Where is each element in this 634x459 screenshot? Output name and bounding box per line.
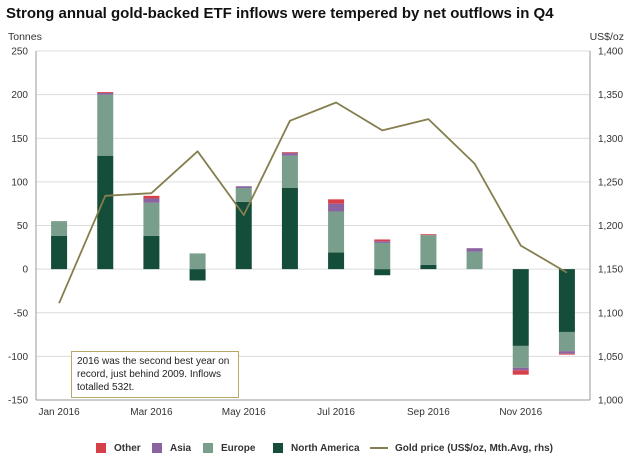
left-axis-unit: Tonnes <box>8 31 42 43</box>
bar-europe <box>51 221 68 236</box>
bar-other <box>143 195 160 199</box>
legend-label-gold-price: Gold price (US$/oz, Mth.Avg, rhs) <box>395 442 553 454</box>
bar-north-america <box>512 269 529 346</box>
bar-europe <box>466 251 483 270</box>
bar-north-america <box>374 269 391 276</box>
y-right-tick-label: 1,250 <box>598 177 623 188</box>
legend-label-north-america: North America <box>291 442 360 454</box>
legend-label-other: Other <box>114 442 141 454</box>
bar-asia <box>235 186 252 188</box>
bar-other <box>328 199 345 204</box>
gold-price-line <box>58 101 568 304</box>
x-tick-label: Mar 2016 <box>130 407 173 418</box>
bar-europe <box>328 211 345 253</box>
legend-swatch-north-america <box>273 443 283 453</box>
bar-asia <box>281 153 298 156</box>
y-left-tick-label: 0 <box>22 265 28 276</box>
y-right-tick-label: 1,400 <box>598 47 623 58</box>
legend-swatch-gold-price <box>370 447 388 449</box>
bar-europe <box>235 187 252 202</box>
bar-asia <box>466 248 483 252</box>
x-tick-label: Sep 2016 <box>407 407 450 418</box>
axes: 250 200 150 100 50 0 -50 -100 -150 1,400 1,350 1,30… <box>8 47 623 419</box>
y-right-tick-label: 1,000 <box>598 396 623 407</box>
bar-north-america <box>420 264 437 270</box>
y-right-tick-label: 1,150 <box>598 265 623 276</box>
bar-north-america <box>235 201 252 270</box>
bar-other <box>512 370 529 375</box>
bar-north-america <box>281 187 298 270</box>
bar-asia <box>558 351 575 354</box>
y-left-tick-label: -150 <box>8 396 28 407</box>
legend-item-asia: Asia <box>152 440 191 456</box>
y-right-tick-label: 1,050 <box>598 352 623 363</box>
annotation-box: 2016 was the second best year on record,… <box>71 351 239 398</box>
bar-asia <box>374 241 391 243</box>
x-tick-label: May 2016 <box>222 407 266 418</box>
y-left-tick-label: 200 <box>11 90 28 101</box>
y-right-tick-label: 1,350 <box>598 90 623 101</box>
legend: Other Asia Europe North America Gold pri… <box>0 440 634 456</box>
legend-swatch-europe <box>203 443 213 453</box>
bar-europe <box>420 235 437 265</box>
bar-stacks <box>51 92 575 375</box>
chart-plot: 250 200 150 100 50 0 -50 -100 -150 1,400 1,350 1,30… <box>8 47 623 419</box>
legend-label-europe: Europe <box>221 442 256 454</box>
right-axis-unit: US$/oz <box>589 31 624 43</box>
chart-title: Strong annual gold-backed ETF inflows we… <box>6 5 554 22</box>
bar-other <box>281 152 298 154</box>
bar-europe <box>374 242 391 270</box>
bar-other <box>420 234 437 236</box>
legend-item-gold-price: Gold price (US$/oz, Mth.Avg, rhs) <box>370 440 553 456</box>
bar-north-america <box>51 235 68 270</box>
legend-swatch-asia <box>152 443 162 453</box>
bar-north-america <box>189 269 206 281</box>
bar-north-america <box>328 252 345 270</box>
y-right-tick-label: 1,300 <box>598 134 623 145</box>
x-tick-label: Jul 2016 <box>317 407 355 418</box>
bar-other <box>374 239 391 242</box>
gridlines <box>36 50 590 401</box>
bar-asia <box>97 92 114 95</box>
legend-item-other: Other <box>96 440 141 456</box>
bar-europe <box>143 202 160 236</box>
legend-swatch-other <box>96 443 106 453</box>
bar-europe <box>558 331 575 352</box>
bar-europe <box>512 345 529 368</box>
gold-price-line-path <box>58 101 568 304</box>
x-tick-label: Nov 2016 <box>499 407 542 418</box>
legend-item-europe: Europe <box>203 440 255 456</box>
y-left-tick-label: -50 <box>14 308 29 319</box>
bar-europe <box>97 94 114 156</box>
bar-asia <box>328 203 345 212</box>
y-left-tick-label: 100 <box>11 177 28 188</box>
y-right-tick-label: 1,200 <box>598 221 623 232</box>
bar-other <box>97 92 114 93</box>
bar-asia <box>512 367 529 371</box>
bar-north-america <box>558 269 575 332</box>
x-tick-label: Jan 2016 <box>39 407 81 418</box>
y-left-tick-label: -100 <box>8 352 28 363</box>
y-left-tick-label: 50 <box>17 221 29 232</box>
legend-item-north-america: North America <box>273 440 360 456</box>
bar-north-america <box>97 155 114 270</box>
bar-north-america <box>143 235 160 270</box>
y-right-tick-label: 1,100 <box>598 308 623 319</box>
bar-other <box>558 353 575 355</box>
bar-europe <box>189 253 206 270</box>
y-left-tick-label: 250 <box>11 47 28 58</box>
y-left-tick-label: 150 <box>11 134 28 145</box>
legend-label-asia: Asia <box>170 442 192 454</box>
bar-europe <box>281 155 298 188</box>
bar-asia <box>143 198 160 203</box>
